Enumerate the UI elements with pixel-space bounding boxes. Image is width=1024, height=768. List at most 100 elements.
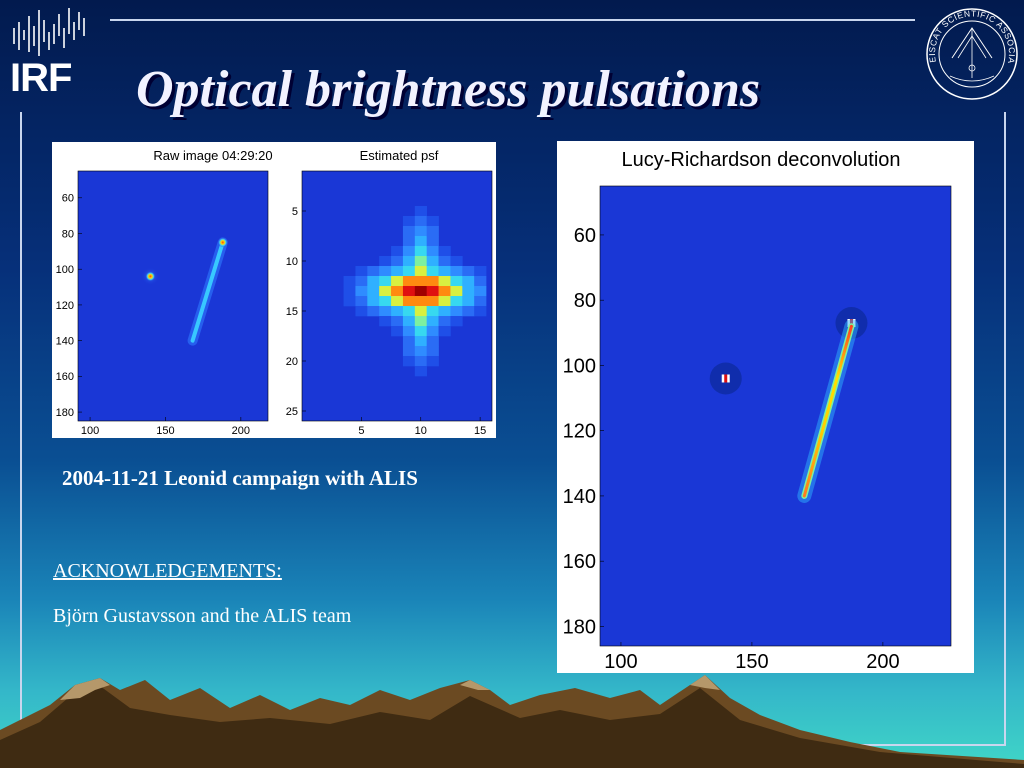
psf-cell: [402, 346, 416, 357]
psf-x-tick-label: 15: [474, 425, 486, 437]
psf-cell: [462, 286, 475, 297]
raw-image-plot-area: [77, 170, 269, 422]
figure-caption: 2004-11-21 Leonid campaign with ALIS: [62, 466, 418, 490]
psf-cell: [414, 206, 427, 217]
psf-cell: [414, 326, 427, 337]
psf-cell: [367, 286, 380, 297]
psf-cell: [391, 286, 404, 297]
psf-title: Estimated psf: [360, 148, 439, 163]
psf-cell: [343, 296, 356, 307]
psf-cell: [450, 276, 463, 287]
psf-cell: [438, 286, 451, 297]
psf-cell: [343, 276, 356, 287]
psf-cell: [391, 266, 404, 277]
mountain-silhouette: [0, 675, 1024, 768]
deconv-point-core: [724, 374, 728, 383]
frame-line-right: [1004, 112, 1006, 744]
psf-cell: [414, 256, 427, 267]
psf-cell: [402, 256, 416, 267]
psf-cell: [438, 246, 451, 257]
psf-cell: [426, 326, 439, 337]
psf-cell: [402, 266, 416, 277]
psf-cell: [426, 296, 439, 307]
psf-cell: [379, 266, 392, 277]
psf-cell: [414, 356, 427, 367]
raw-y-tick-label: 60: [62, 193, 74, 205]
psf-cell: [402, 296, 416, 307]
raw-y-tick-label: 100: [56, 264, 74, 276]
psf-cell: [414, 296, 427, 307]
psf-cell: [474, 266, 487, 277]
deconv-x-tick-label: 200: [866, 651, 899, 673]
psf-cell: [426, 266, 439, 277]
psf-cell: [343, 286, 356, 297]
psf-cell: [402, 306, 416, 317]
psf-cell: [426, 256, 439, 267]
psf-cell: [450, 296, 463, 307]
deconvolution-plot-area: [599, 185, 952, 647]
psf-cell: [367, 266, 380, 277]
psf-cell: [414, 236, 427, 247]
psf-cell: [402, 226, 416, 237]
irf-logo-text: IRF: [10, 56, 72, 100]
psf-cell: [474, 276, 487, 287]
psf-y-tick-label: 5: [292, 206, 298, 218]
psf-cell: [391, 326, 404, 337]
raw-x-tick-label: 100: [81, 425, 99, 437]
psf-cell: [450, 306, 463, 317]
psf-cell: [414, 266, 427, 277]
psf-y-tick-label: 10: [286, 256, 298, 268]
psf-cell: [438, 296, 451, 307]
deconv-streak-core: [802, 324, 853, 498]
deconv-y-tick-label: 120: [563, 421, 596, 443]
psf-cell: [426, 216, 439, 227]
psf-cell: [355, 296, 368, 307]
psf-cell: [426, 316, 439, 327]
psf-cell: [391, 276, 404, 287]
deconv-y-tick-label: 100: [563, 355, 596, 377]
psf-cell: [402, 216, 416, 227]
psf-cell: [402, 236, 416, 247]
psf-cell: [391, 316, 404, 327]
psf-x-tick-label: 5: [358, 425, 364, 437]
psf-cell: [414, 346, 427, 357]
psf-cell: [414, 336, 427, 347]
psf-cell: [391, 246, 404, 257]
psf-cell: [402, 246, 416, 257]
psf-cell: [379, 256, 392, 267]
eiscat-seal: EISCAT SCIENTIFIC ASSOCIATION: [924, 6, 1018, 100]
deconvolution-figure: Lucy-Richardson deconvolution 100 150 200 6…: [563, 149, 952, 673]
psf-cell: [402, 326, 416, 337]
raw-x-tick-label: 200: [232, 425, 250, 437]
svg-text:EISCAT SCIENTIFIC ASSOCIATION: EISCAT SCIENTIFIC ASSOCIATION: [924, 6, 1017, 64]
raw-y-tick-label: 160: [56, 371, 74, 383]
psf-cell: [462, 296, 475, 307]
psf-cell: [402, 316, 416, 327]
psf-cell: [438, 266, 451, 277]
psf-cell: [426, 226, 439, 237]
psf-cell: [438, 326, 451, 337]
raw-and-psf-figure: Raw image 04:29:20 100 150 200 60 80 100 120 14…: [56, 148, 493, 437]
deconv-x-tick-label: 100: [604, 651, 637, 673]
psf-y-tick-label: 15: [286, 306, 298, 318]
psf-cell: [414, 306, 427, 317]
psf-cell: [426, 286, 439, 297]
psf-cell: [414, 316, 427, 327]
raw-y-tick-label: 120: [56, 300, 74, 312]
deconv-y-tick-label: 80: [574, 290, 596, 312]
psf-cell: [402, 356, 416, 367]
psf-cell: [355, 266, 368, 277]
raw-and-psf-panel: Raw image 04:29:20 100 150 200 60 80 100 120 14…: [52, 142, 496, 438]
psf-cell: [426, 336, 439, 347]
psf-cell: [367, 276, 380, 287]
deconv-y-tick-label: 180: [563, 616, 596, 638]
seal-text: EISCAT SCIENTIFIC ASSOCIATION: [924, 6, 1017, 64]
psf-cell: [426, 236, 439, 247]
raw-x-tick-label: 150: [156, 425, 174, 437]
psf-cell: [438, 306, 451, 317]
frame-line-top: [110, 19, 915, 21]
psf-cell: [355, 286, 368, 297]
irf-logo: [13, 8, 85, 56]
psf-cell: [414, 226, 427, 237]
raw-y-tick-label: 140: [56, 335, 74, 347]
